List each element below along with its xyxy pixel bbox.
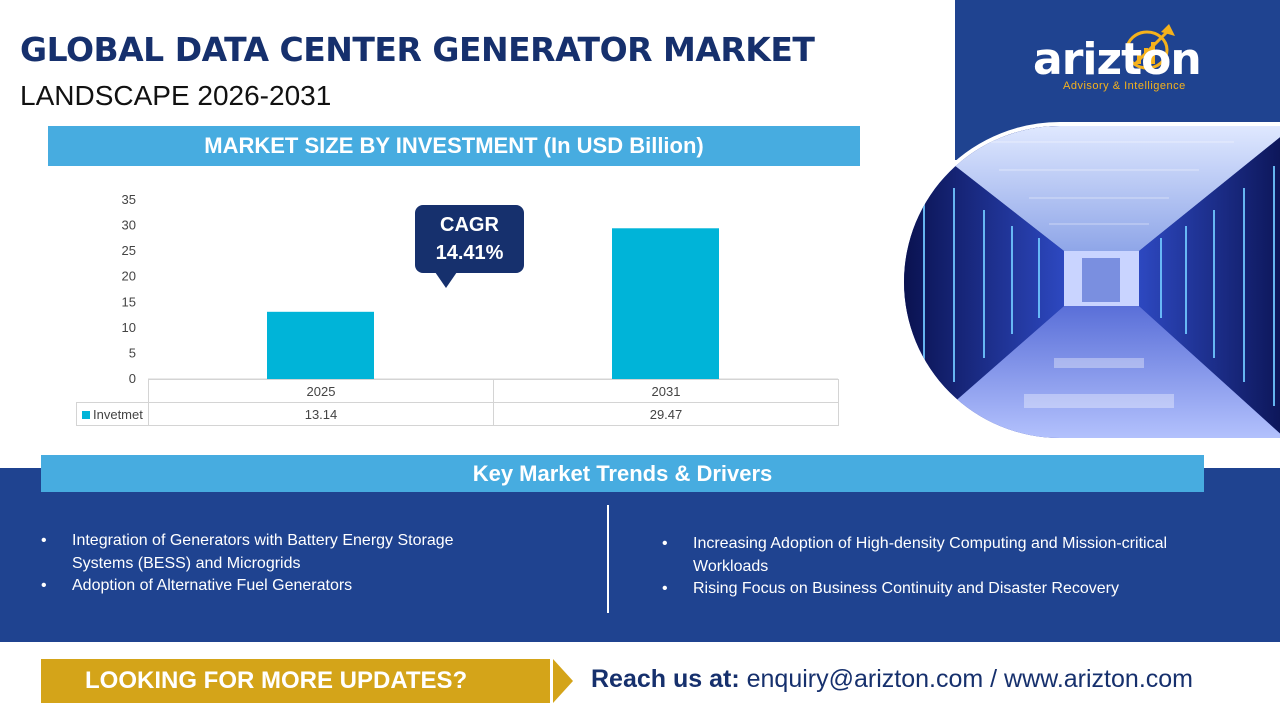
legend-entry: Invetmet [76, 402, 149, 426]
updates-banner[interactable]: LOOKING FOR MORE UPDATES? [41, 659, 550, 703]
logo-arrow-icon [1125, 24, 1175, 70]
y-tick-label: 20 [122, 269, 136, 284]
server-room-image [904, 126, 1280, 438]
page-title: GLOBAL DATA CENTER GENERATOR MARKET [20, 30, 815, 69]
data-center-photo [900, 122, 1280, 442]
category-label: 2031 [493, 379, 839, 403]
page-subtitle: LANDSCAPE 2026-2031 [20, 80, 332, 111]
y-tick-label: 15 [122, 294, 136, 309]
trends-divider [607, 505, 609, 613]
category-label: 2025 [148, 379, 494, 403]
bar-chart: 0 5 10 15 20 25 30 35 [122, 192, 838, 386]
banner-arrow-icon [553, 659, 573, 703]
trends-list-right: Increasing Adoption of High-density Comp… [662, 533, 1222, 601]
y-tick-label: 0 [129, 371, 136, 386]
contact-line: Reach us at: enquiry@arizton.com / www.a… [591, 665, 1193, 694]
list-item: Adoption of Alternative Fuel Generators [41, 575, 511, 598]
cagr-value: 14.41% [435, 242, 504, 264]
logo-tagline: Advisory & Intelligence [1063, 80, 1186, 92]
table-row: 2025 2031 [76, 379, 839, 403]
list-item: Rising Focus on Business Continuity and … [662, 578, 1222, 601]
y-tick-label: 25 [122, 243, 136, 258]
chart-header: MARKET SIZE BY INVESTMENT (In USD Billio… [48, 126, 860, 166]
chart-data-table: 2025 2031 Invetmet 13.14 29.47 [76, 379, 839, 426]
bar-2025 [267, 311, 374, 379]
reach-label: Reach us at: [591, 665, 740, 693]
legend-swatch [82, 411, 90, 420]
trends-list-left: Integration of Generators with Battery E… [41, 530, 511, 598]
list-item: Integration of Generators with Battery E… [41, 530, 511, 575]
trends-header: Key Market Trends & Drivers [41, 455, 1204, 492]
table-row: Invetmet 13.14 29.47 [76, 402, 839, 426]
list-item: Increasing Adoption of High-density Comp… [662, 533, 1222, 578]
y-tick-label: 5 [129, 345, 136, 360]
value-label: 29.47 [493, 402, 839, 426]
y-tick-label: 10 [122, 320, 136, 335]
logo-wordmark: arizton [1033, 34, 1202, 85]
value-label: 13.14 [148, 402, 494, 426]
legend-label: Invetmet [93, 406, 143, 422]
cagr-label: CAGR [440, 214, 499, 236]
bar-2031 [612, 228, 719, 379]
cagr-callout: CAGR 14.41% [415, 205, 524, 273]
y-tick-label: 30 [122, 218, 136, 233]
y-tick-label: 35 [122, 192, 136, 207]
contact-links[interactable]: enquiry@arizton.com / www.arizton.com [746, 665, 1193, 693]
cagr-callout-pointer [435, 272, 457, 288]
